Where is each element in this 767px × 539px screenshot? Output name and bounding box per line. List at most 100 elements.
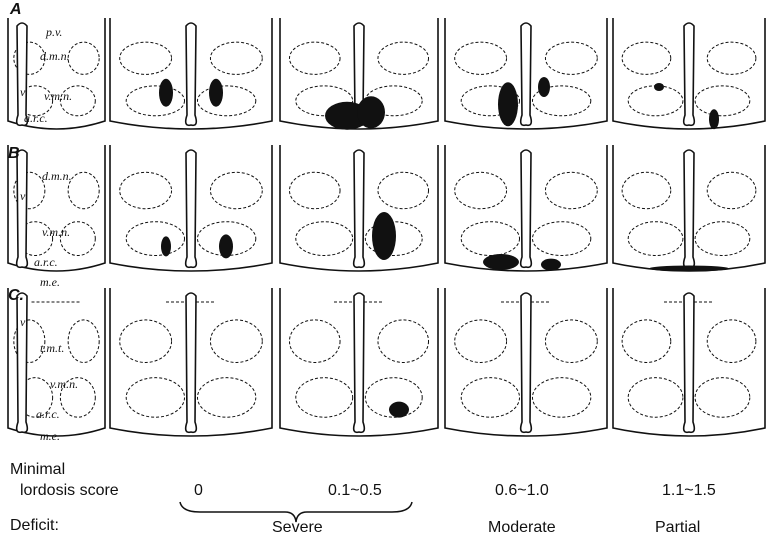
nucleus <box>545 42 597 74</box>
score: 0.1~0.5 <box>328 482 382 499</box>
annotation: v.m.n. <box>42 225 70 239</box>
nucleus <box>628 86 683 116</box>
nucleus <box>210 42 262 74</box>
nucleus <box>695 378 750 418</box>
nucleus <box>455 320 507 363</box>
ventricle <box>186 293 197 432</box>
nucleus <box>289 172 340 208</box>
nucleus <box>545 320 597 363</box>
ventricle <box>17 150 28 267</box>
nucleus <box>68 320 99 363</box>
nucleus <box>622 172 671 208</box>
score-label: lordosis score <box>20 482 119 499</box>
ventricle <box>17 23 28 125</box>
lesion <box>372 212 396 260</box>
nucleus <box>628 222 683 256</box>
deficit-label: Deficit: <box>10 517 59 534</box>
lesion <box>483 254 519 270</box>
nucleus <box>532 378 590 418</box>
ventricle <box>186 23 197 125</box>
nucleus <box>461 378 519 418</box>
row-label: A <box>9 1 22 18</box>
nucleus <box>120 320 172 363</box>
lesion <box>538 77 550 97</box>
annotation: m.e. <box>40 275 60 289</box>
annotation: v.m.n. <box>44 89 72 103</box>
annotation: v <box>20 189 26 203</box>
nucleus <box>532 222 590 256</box>
nucleus <box>289 320 340 363</box>
nucleus <box>707 172 756 208</box>
nucleus <box>378 42 429 74</box>
nucleus <box>378 172 429 208</box>
nucleus <box>126 86 184 116</box>
nucleus <box>197 86 255 116</box>
score: 0 <box>194 482 203 499</box>
ventricle <box>684 23 695 125</box>
annotation: v <box>20 85 26 99</box>
annotation: a.r.c. <box>34 255 58 269</box>
ventricle <box>521 293 532 432</box>
ventricle <box>684 150 695 267</box>
nucleus <box>707 320 756 363</box>
nucleus <box>126 378 184 418</box>
deficit: Severe <box>272 519 323 536</box>
nucleus <box>461 222 519 256</box>
nucleus <box>120 42 172 74</box>
nucleus <box>210 320 262 363</box>
annotation: d.m.n. <box>42 169 72 183</box>
annotation: t.m.t. <box>40 341 64 355</box>
nucleus <box>296 222 353 256</box>
lesion <box>159 79 173 107</box>
lesion <box>389 402 409 418</box>
nucleus <box>455 172 507 208</box>
nucleus <box>455 42 507 74</box>
nucleus <box>210 172 262 208</box>
lesion <box>219 234 233 258</box>
annotation: p.v. <box>45 25 62 39</box>
lesion <box>161 236 171 256</box>
nucleus <box>695 86 750 116</box>
nucleus <box>68 172 99 208</box>
score: 1.1~1.5 <box>662 482 716 499</box>
annotation: d.m.n. <box>40 49 70 63</box>
annotation: v <box>20 315 26 329</box>
lesion <box>209 79 223 107</box>
annotation: a.r.c. <box>36 407 60 421</box>
ventricle <box>521 150 532 267</box>
nucleus <box>197 378 255 418</box>
nucleus <box>622 320 671 363</box>
sections <box>8 18 765 436</box>
score: 0.6~1.0 <box>495 482 549 499</box>
ventricle <box>354 150 365 267</box>
nucleus <box>289 42 340 74</box>
lesion <box>649 266 729 272</box>
lesion <box>541 259 561 271</box>
lesion <box>498 82 518 126</box>
deficit: Moderate <box>488 519 556 536</box>
nucleus <box>120 172 172 208</box>
score-label: Minimal <box>10 461 65 478</box>
ventricle <box>684 293 695 432</box>
nucleus <box>545 172 597 208</box>
ventricle <box>17 293 28 432</box>
lesion <box>357 96 385 128</box>
lesion <box>654 83 664 91</box>
nucleus <box>126 222 184 256</box>
annotation: v.m.n. <box>50 377 78 391</box>
nucleus <box>296 378 353 418</box>
figure: A p.v. d.m.n. v v.m.n. a.r.c. B d.m.n. v… <box>0 0 767 539</box>
ventricle <box>186 150 197 267</box>
ventricle <box>521 23 532 125</box>
row-label: C. <box>8 287 24 304</box>
annotation: m.e. <box>40 429 60 443</box>
deficit: Partial <box>655 519 700 536</box>
ventricle <box>354 293 365 432</box>
nucleus <box>628 378 683 418</box>
nucleus <box>707 42 756 74</box>
nucleus <box>622 42 671 74</box>
nucleus <box>695 222 750 256</box>
nucleus <box>378 320 429 363</box>
row-label: B <box>8 145 20 162</box>
lesion <box>709 109 719 129</box>
